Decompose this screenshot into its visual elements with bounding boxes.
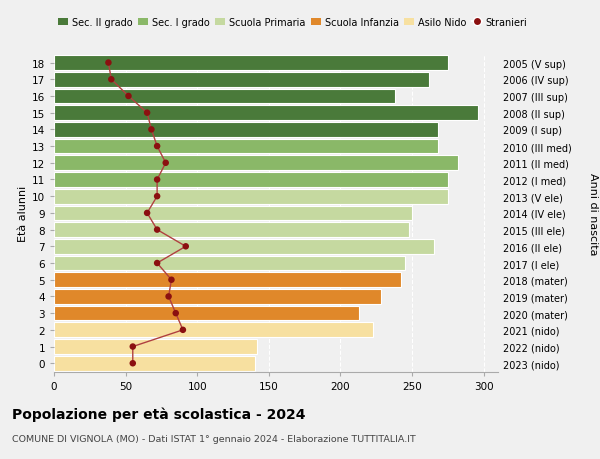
Bar [54, 240, 434, 254]
Point [152, 193, 162, 201]
Point [152, 176, 162, 184]
Bar [54, 273, 401, 287]
Point [142, 210, 152, 217]
Point [104, 60, 113, 67]
Point [167, 276, 176, 284]
Y-axis label: Età alunni: Età alunni [17, 185, 28, 241]
Y-axis label: Anni di nascita: Anni di nascita [588, 172, 598, 255]
Bar [54, 223, 409, 237]
Bar [54, 323, 373, 337]
Text: Popolazione per età scolastica - 2024: Popolazione per età scolastica - 2024 [12, 406, 305, 421]
Point [161, 160, 170, 167]
Text: COMUNE DI VIGNOLA (MO) - Dati ISTAT 1° gennaio 2024 - Elaborazione TUTTITALIA.IT: COMUNE DI VIGNOLA (MO) - Dati ISTAT 1° g… [12, 434, 416, 443]
Point [146, 126, 156, 134]
Point [106, 76, 116, 84]
Bar [54, 140, 438, 154]
Bar [54, 190, 448, 204]
Bar [54, 90, 395, 104]
Bar [54, 306, 359, 321]
Legend: Sec. II grado, Sec. I grado, Scuola Primaria, Scuola Infanzia, Asilo Nido, Stran: Sec. II grado, Sec. I grado, Scuola Prim… [54, 14, 532, 32]
Bar [54, 290, 380, 304]
Point [164, 293, 173, 301]
Point [124, 93, 133, 101]
Bar [54, 73, 429, 87]
Point [128, 360, 137, 367]
Bar [54, 123, 438, 137]
Point [171, 310, 181, 317]
Point [142, 110, 152, 117]
Point [152, 143, 162, 151]
Point [152, 260, 162, 267]
Bar [54, 206, 412, 221]
Bar [54, 356, 254, 371]
Bar [54, 173, 448, 187]
Point [128, 343, 137, 351]
Point [181, 243, 191, 251]
Point [178, 326, 188, 334]
Bar [54, 156, 458, 171]
Bar [54, 340, 257, 354]
Bar [54, 56, 448, 71]
Bar [54, 106, 478, 121]
Point [152, 226, 162, 234]
Bar [54, 256, 405, 271]
